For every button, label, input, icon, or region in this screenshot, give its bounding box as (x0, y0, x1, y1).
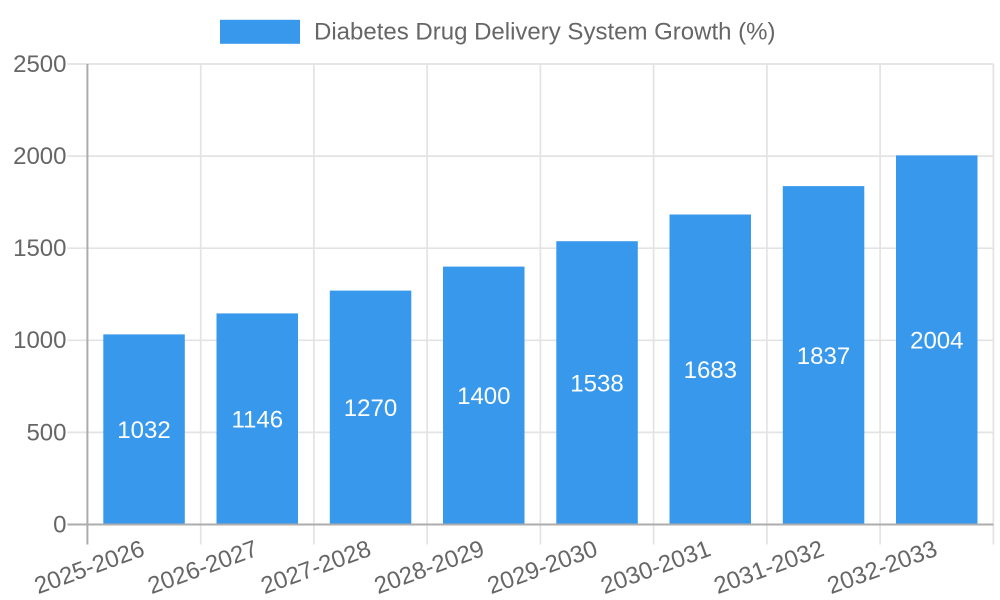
svg-text:1146: 1146 (231, 407, 283, 434)
svg-text:0: 0 (53, 511, 66, 538)
svg-text:1000: 1000 (13, 327, 66, 354)
svg-text:2500: 2500 (13, 51, 66, 78)
svg-text:2000: 2000 (13, 143, 66, 170)
svg-text:1400: 1400 (457, 383, 510, 410)
svg-text:1032: 1032 (117, 417, 170, 444)
svg-text:2004: 2004 (910, 328, 963, 355)
svg-text:Diabetes Drug Delivery System: Diabetes Drug Delivery System Growth (%) (314, 18, 775, 45)
svg-text:1500: 1500 (13, 235, 66, 262)
svg-text:1837: 1837 (797, 343, 850, 370)
svg-text:1270: 1270 (344, 395, 397, 422)
svg-text:500: 500 (26, 419, 66, 446)
svg-text:1538: 1538 (570, 371, 623, 398)
svg-text:1683: 1683 (684, 357, 737, 384)
